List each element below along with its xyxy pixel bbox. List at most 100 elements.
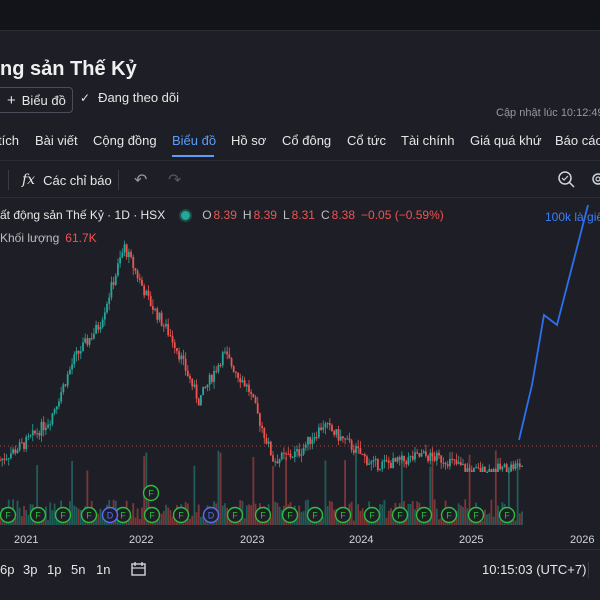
volume-bar	[300, 512, 303, 525]
price-chart[interactable]: F F F F F F F F F F F F F F F F F FD DF	[0, 200, 600, 530]
brain-search-icon[interactable]	[556, 168, 576, 195]
volume-bar	[438, 519, 440, 525]
candle-body	[204, 386, 207, 388]
redo-icon[interactable]: ↷	[168, 172, 182, 189]
volume-bar	[427, 519, 429, 525]
volume-bar	[202, 516, 205, 525]
volume-bar	[468, 454, 471, 525]
drawing-annotation[interactable]: 100k là giê	[545, 210, 600, 224]
tab-shareholders[interactable]: Cổ đông	[282, 133, 332, 148]
candle-body	[171, 336, 174, 343]
candle-body	[165, 324, 167, 327]
candle-body	[121, 252, 124, 258]
tab-chart[interactable]: Biểu đồ	[172, 133, 217, 148]
svg-text:F: F	[312, 511, 318, 521]
candle-body	[442, 462, 445, 464]
candle-body	[213, 370, 215, 382]
candle-body	[127, 251, 130, 257]
candle-body	[95, 324, 98, 334]
tab-dividends[interactable]: Cổ tức	[347, 133, 387, 148]
calendar-icon[interactable]	[130, 560, 148, 583]
tab-profile[interactable]: Hồ sơ	[231, 133, 267, 148]
follow-button[interactable]: ✓ Đang theo dõi	[80, 90, 179, 105]
tab-community[interactable]: Cộng đồng	[93, 133, 157, 148]
volume-bar	[101, 512, 104, 525]
candle-body	[300, 454, 303, 456]
candle-body	[449, 458, 451, 467]
candle-body	[226, 351, 229, 355]
range-6p[interactable]: 6p	[0, 562, 15, 577]
tab-analysis[interactable]: tích	[0, 133, 19, 148]
candle-body	[169, 335, 172, 337]
undo-icon[interactable]: ↶	[134, 172, 148, 189]
candle-body	[84, 338, 87, 343]
svg-text:F: F	[232, 511, 238, 521]
toolbar-separator	[8, 170, 9, 190]
candle-body	[379, 468, 381, 470]
candle-body	[473, 468, 475, 472]
tab-posts[interactable]: Bài viết	[35, 133, 78, 148]
candle-body	[394, 458, 397, 462]
candle-body	[477, 467, 480, 469]
volume-bar	[357, 504, 360, 525]
candle-body	[151, 306, 154, 310]
candle-body	[147, 290, 150, 296]
candle-body	[265, 437, 268, 444]
candle-body	[237, 372, 239, 379]
volume-bar	[73, 505, 76, 525]
volume-bar	[141, 507, 143, 525]
candle-body	[324, 423, 327, 428]
svg-text:D: D	[208, 511, 215, 521]
volume-bar	[245, 505, 248, 525]
settings-icon[interactable]	[588, 168, 600, 195]
event-marker: D	[101, 506, 119, 524]
volume-bar	[16, 500, 19, 525]
volume-bar	[158, 519, 161, 525]
candle-body	[416, 452, 419, 454]
volume-bar	[162, 510, 165, 525]
candle-body	[114, 275, 117, 285]
candle-body	[217, 364, 220, 372]
volume-bar	[494, 450, 497, 525]
chart-button[interactable]: + Biểu đồ	[0, 87, 73, 113]
candle-body	[254, 397, 257, 404]
candle-body	[304, 444, 307, 448]
candle-body	[248, 384, 250, 392]
candle-body	[160, 312, 163, 326]
range-5n[interactable]: 5n	[71, 562, 86, 577]
range-1p[interactable]: 1p	[47, 562, 62, 577]
candle-body	[457, 462, 460, 464]
event-markers: F F F F F F F F F F F F F F F F F FD DF	[0, 484, 516, 524]
candle-body	[10, 453, 12, 459]
indicators-button[interactable]: fx Các chỉ báo	[22, 172, 112, 188]
candle-body	[494, 469, 497, 472]
candle-body	[44, 427, 47, 431]
candle-body	[486, 472, 488, 473]
volume-bar	[250, 505, 253, 525]
tab-price-history[interactable]: Giá quá khứ	[470, 133, 542, 148]
candle-body	[276, 461, 279, 464]
candle-body	[184, 358, 187, 371]
volume-bar	[320, 520, 322, 525]
range-1n[interactable]: 1n	[96, 562, 111, 577]
projection-drawing[interactable]	[518, 204, 589, 441]
candle-body	[60, 392, 63, 402]
candle-body	[285, 453, 288, 455]
candle-body	[435, 452, 438, 461]
x-axis: 2021 2022 2023 2024 2025 2026	[0, 530, 600, 548]
dividend-marker: F	[498, 506, 516, 524]
candle-body	[62, 384, 65, 393]
clock-timezone[interactable]: 10:15:03 (UTC+7)	[482, 562, 587, 577]
symbol-label[interactable]: ất động sản Thế Kỷ · 1D · HSX	[0, 208, 166, 222]
candle-body	[370, 461, 373, 464]
candle-body	[123, 244, 126, 253]
svg-text:F: F	[149, 511, 155, 521]
tab-financials[interactable]: Tài chính	[401, 133, 455, 148]
range-3p[interactable]: 3p	[23, 562, 38, 577]
candle-body	[7, 458, 10, 460]
tab-reports[interactable]: Báo cáo	[555, 133, 600, 148]
volume-bar	[324, 460, 327, 525]
volume-bar	[407, 503, 410, 525]
volume-bar	[285, 456, 288, 525]
volume-bar	[309, 520, 312, 525]
